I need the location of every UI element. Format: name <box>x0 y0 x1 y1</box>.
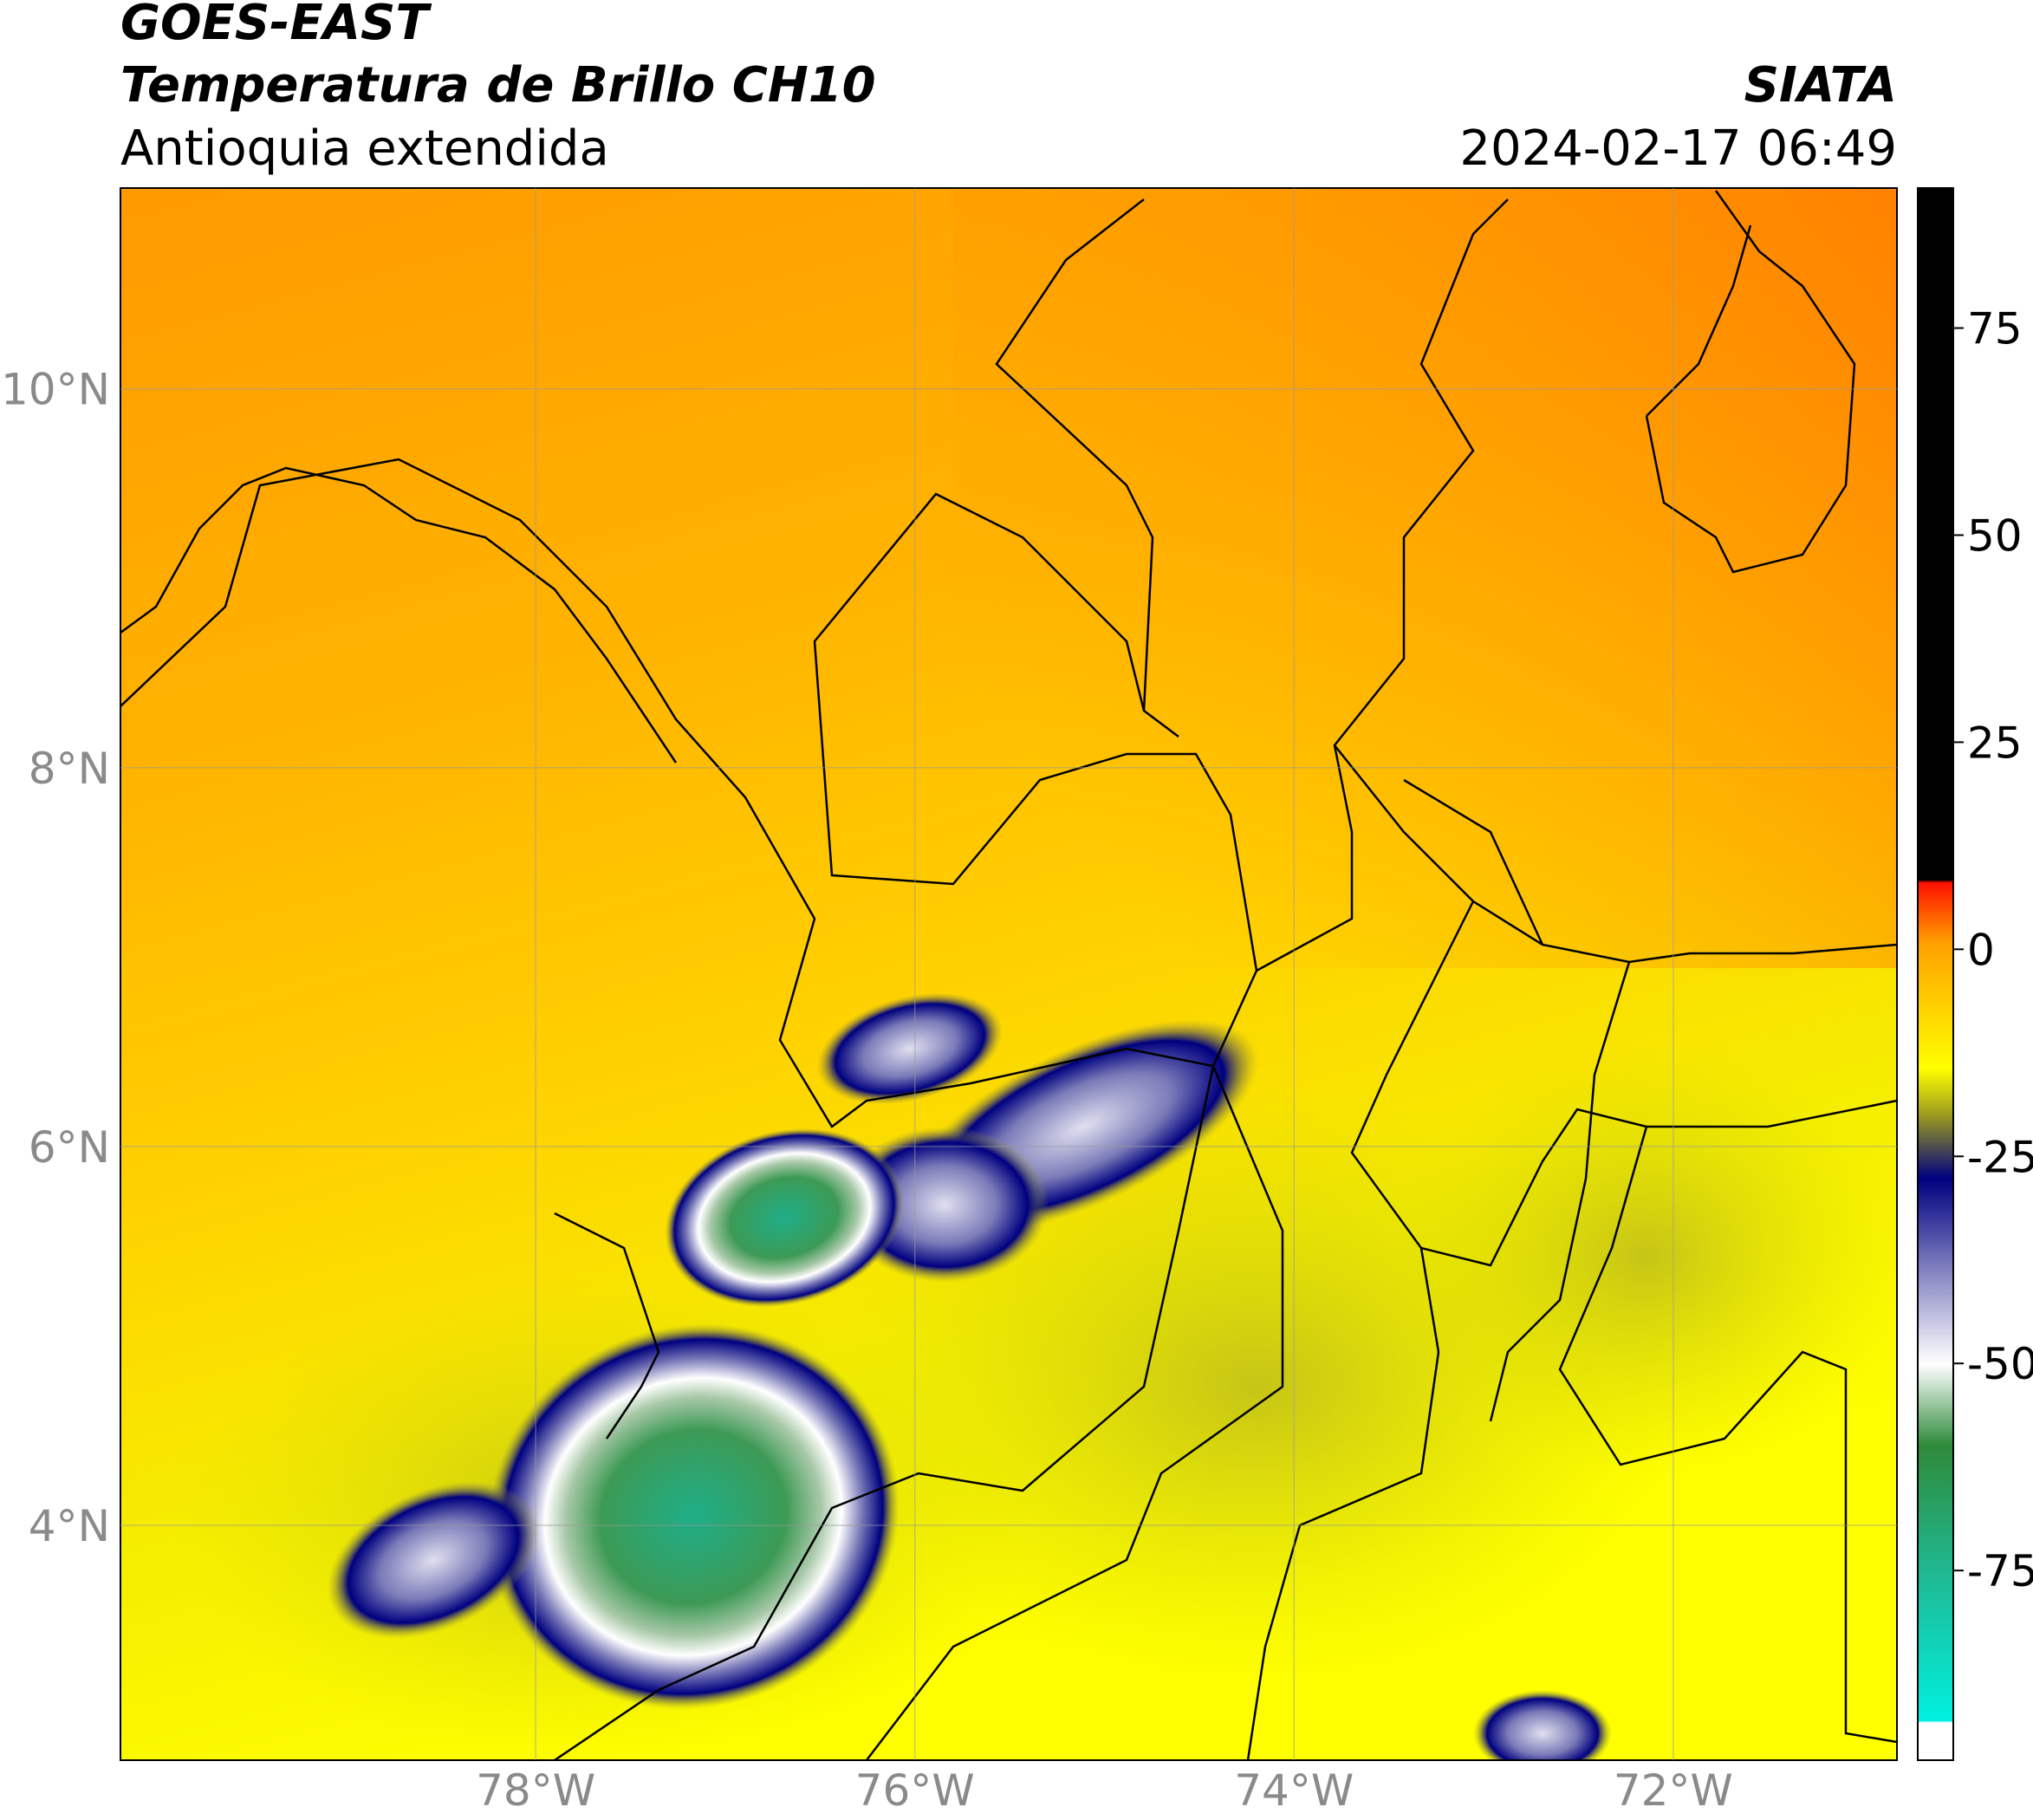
map-frame <box>120 187 1898 1761</box>
colorbar-tick-label: -50 <box>1967 1339 2033 1389</box>
y-tick-label: 6°N <box>29 1122 110 1173</box>
colorbar <box>1917 187 1954 1761</box>
colorbar-tick-label: -75 <box>1967 1546 2033 1596</box>
colorbar-tick-label: 25 <box>1967 718 2023 768</box>
map-image <box>120 188 1897 1760</box>
axes: 78°W 76°W 74°W 72°W 4°N 6°N 8°N 10°N -75 -50 -25 0 2… <box>1 188 2033 1816</box>
colorbar-tick-label: -25 <box>1967 1132 2033 1182</box>
subtitle: Temperatura de Brillo CH10 <box>120 57 876 114</box>
x-tick-label: 74°W <box>1234 1765 1354 1816</box>
source: SIATA <box>1744 57 1897 114</box>
y-tick-label: 4°N <box>29 1501 110 1551</box>
colorbar-tick-label: 0 <box>1967 925 1995 975</box>
x-tick-label: 76°W <box>855 1765 975 1816</box>
datetime: 2024-02-17 06:49 <box>1459 120 1897 177</box>
colorbar-tick-label: 75 <box>1967 304 2023 354</box>
colorbar-tick-label: 50 <box>1967 510 2023 561</box>
region: Antioquia extendida <box>120 120 609 177</box>
y-tick-label: 8°N <box>29 744 110 794</box>
x-tick-label: 72°W <box>1614 1765 1733 1816</box>
x-tick-label: 78°W <box>476 1765 595 1816</box>
y-tick-label: 10°N <box>1 365 110 415</box>
title: GOES-EAST <box>120 0 432 51</box>
